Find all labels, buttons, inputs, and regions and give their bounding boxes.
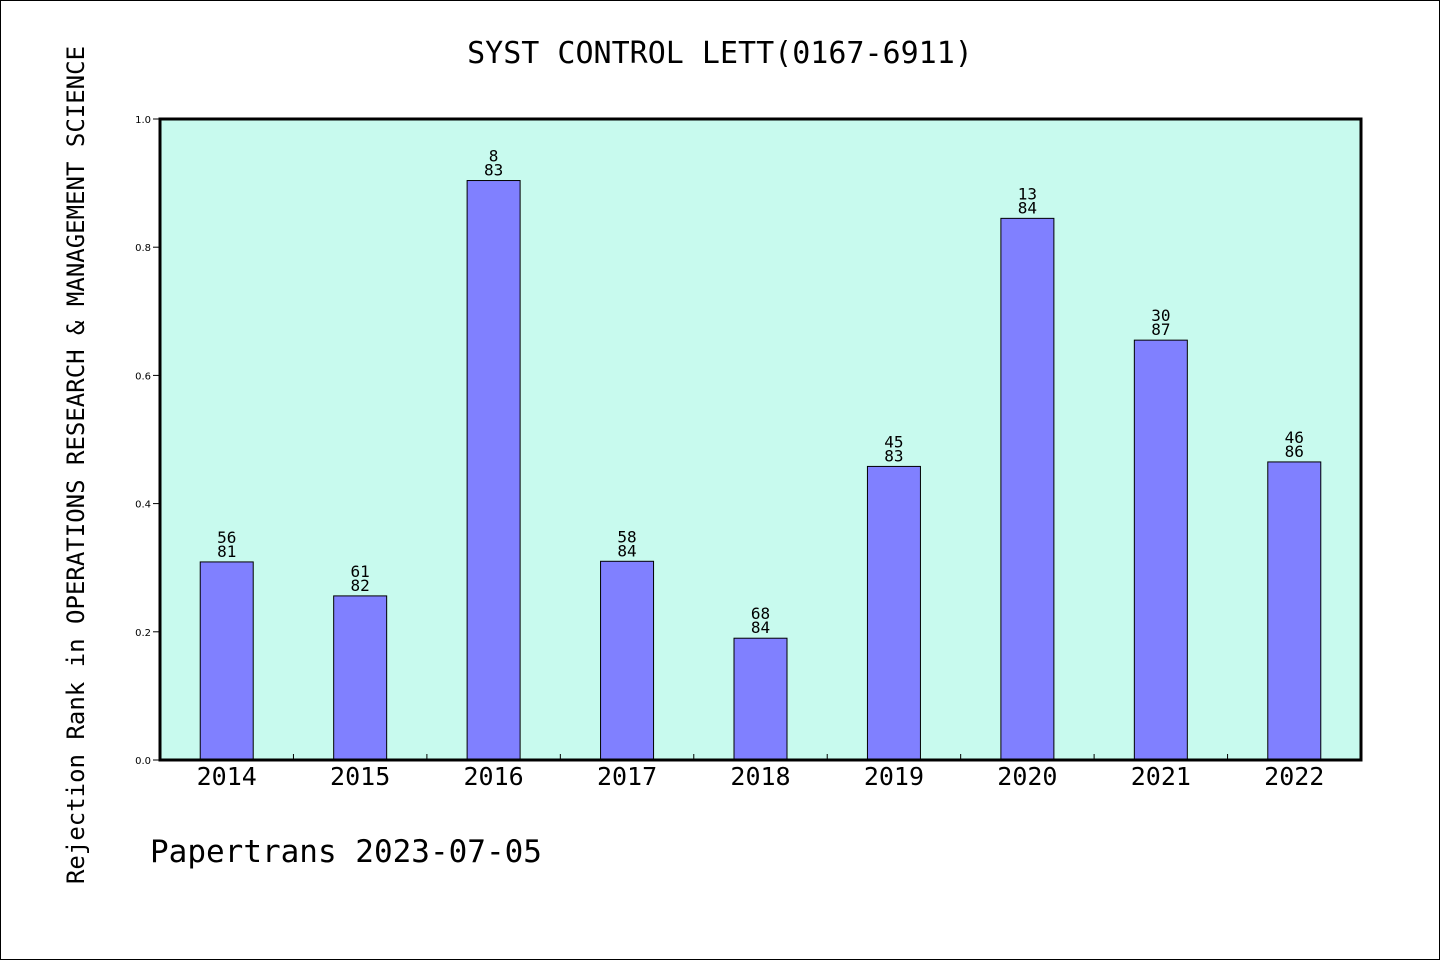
bar-label-top: 8 — [489, 147, 499, 166]
bar-2017 — [600, 560, 655, 761]
x-tick-label: 2016 — [464, 762, 524, 791]
x-tick-label: 2017 — [597, 762, 657, 791]
bar-label-bottom: 83 — [484, 161, 503, 180]
y-tick-label: 0.8 — [135, 243, 151, 254]
bar-label-top: 58 — [617, 527, 636, 546]
bar-2020 — [1000, 217, 1055, 761]
bar-2022 — [1267, 461, 1322, 761]
y-tick-label: 0.2 — [135, 628, 151, 639]
y-tick-label: 0.4 — [135, 500, 151, 511]
bar-label-top: 13 — [1018, 184, 1037, 203]
x-tick-label: 2022 — [1264, 762, 1324, 791]
x-tick-label: 2021 — [1131, 762, 1191, 791]
bar-label-top: 68 — [751, 604, 770, 623]
x-tick-label: 2020 — [997, 762, 1057, 791]
bar-label-bottom: 83 — [884, 446, 903, 465]
x-tick-label: 2015 — [330, 762, 390, 791]
bar-label-bottom: 84 — [751, 618, 770, 637]
footer-credit: Papertrans 2023-07-05 — [150, 834, 542, 870]
bar-label-top: 46 — [1285, 428, 1304, 447]
bars — [199, 180, 1322, 761]
chart-title: SYST CONTROL LETT(0167-6911) — [467, 36, 973, 71]
bar-2016 — [466, 180, 521, 761]
x-axis: 2014 2015 2016 2017 2018 2019 2020 2021 2022 — [197, 754, 1324, 791]
y-axis: 0.0 0.2 0.4 0.6 0.8 1.0 — [135, 115, 160, 767]
bar-2021 — [1133, 339, 1188, 761]
y-tick-label: 0.0 — [135, 756, 151, 767]
x-tick-label: 2018 — [730, 762, 790, 791]
bar-label-bottom: 87 — [1151, 320, 1170, 339]
y-tick-label: 0.6 — [135, 371, 151, 382]
bar-label-bottom: 81 — [217, 542, 236, 561]
bar-label-bottom: 86 — [1285, 442, 1304, 461]
plot-border — [158, 117, 1363, 762]
bar-label-bottom: 84 — [1018, 198, 1037, 217]
bar-label-top: 61 — [351, 562, 370, 581]
bar-2015 — [333, 595, 388, 761]
bar-label-top: 30 — [1151, 306, 1170, 325]
x-tick-label: 2014 — [197, 762, 257, 791]
y-tick-label: 1.0 — [135, 115, 151, 126]
bar-2018 — [733, 637, 788, 761]
bar-label-bottom: 84 — [617, 541, 636, 560]
bar-2014 — [199, 561, 254, 761]
bar-label-top: 56 — [217, 528, 236, 547]
bar-label-bottom: 82 — [351, 576, 370, 595]
x-tick-label: 2019 — [864, 762, 924, 791]
bar-label-top: 45 — [884, 432, 903, 451]
bar-2019 — [866, 465, 921, 761]
